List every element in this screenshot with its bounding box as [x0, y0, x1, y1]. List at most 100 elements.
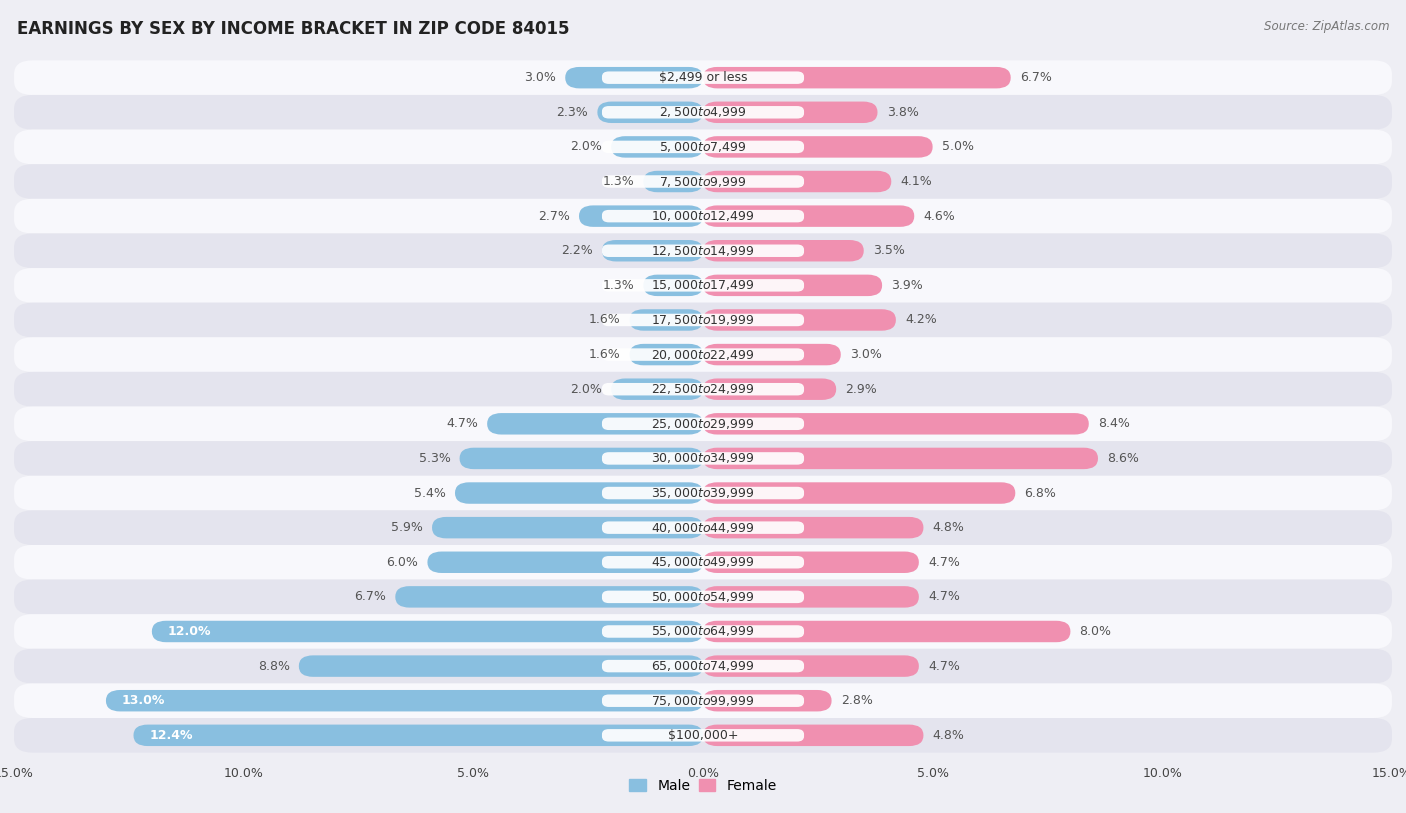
FancyBboxPatch shape [14, 372, 1392, 406]
FancyBboxPatch shape [630, 344, 703, 365]
FancyBboxPatch shape [579, 206, 703, 227]
Text: 8.6%: 8.6% [1107, 452, 1139, 465]
FancyBboxPatch shape [152, 621, 703, 642]
Text: 1.3%: 1.3% [602, 175, 634, 188]
Text: 2.8%: 2.8% [841, 694, 873, 707]
Text: 4.6%: 4.6% [924, 210, 955, 223]
Text: 8.0%: 8.0% [1080, 625, 1112, 638]
Text: $35,000 to $39,999: $35,000 to $39,999 [651, 486, 755, 500]
FancyBboxPatch shape [703, 655, 920, 677]
Text: 6.7%: 6.7% [1019, 72, 1052, 85]
Text: $100,000+: $100,000+ [668, 728, 738, 741]
Text: $5,000 to $7,499: $5,000 to $7,499 [659, 140, 747, 154]
FancyBboxPatch shape [703, 482, 1015, 504]
Text: $15,000 to $17,499: $15,000 to $17,499 [651, 278, 755, 293]
Text: 4.7%: 4.7% [446, 417, 478, 430]
FancyBboxPatch shape [602, 141, 804, 153]
FancyBboxPatch shape [644, 275, 703, 296]
FancyBboxPatch shape [14, 60, 1392, 95]
FancyBboxPatch shape [598, 102, 703, 123]
Text: 12.0%: 12.0% [167, 625, 211, 638]
FancyBboxPatch shape [703, 206, 914, 227]
FancyBboxPatch shape [395, 586, 703, 607]
FancyBboxPatch shape [602, 383, 804, 395]
Text: $20,000 to $22,499: $20,000 to $22,499 [651, 348, 755, 362]
FancyBboxPatch shape [644, 171, 703, 192]
Text: 2.0%: 2.0% [569, 383, 602, 396]
FancyBboxPatch shape [703, 67, 1011, 89]
FancyBboxPatch shape [703, 240, 863, 262]
FancyBboxPatch shape [602, 210, 804, 223]
Text: 8.4%: 8.4% [1098, 417, 1130, 430]
FancyBboxPatch shape [14, 476, 1392, 511]
Text: $50,000 to $54,999: $50,000 to $54,999 [651, 590, 755, 604]
Text: $65,000 to $74,999: $65,000 to $74,999 [651, 659, 755, 673]
Text: 5.4%: 5.4% [413, 486, 446, 499]
FancyBboxPatch shape [602, 245, 804, 257]
FancyBboxPatch shape [602, 106, 804, 119]
FancyBboxPatch shape [612, 379, 703, 400]
Text: $40,000 to $44,999: $40,000 to $44,999 [651, 520, 755, 535]
Text: $10,000 to $12,499: $10,000 to $12,499 [651, 209, 755, 223]
FancyBboxPatch shape [703, 344, 841, 365]
FancyBboxPatch shape [703, 136, 932, 158]
Text: $45,000 to $49,999: $45,000 to $49,999 [651, 555, 755, 569]
Text: Source: ZipAtlas.com: Source: ZipAtlas.com [1264, 20, 1389, 33]
FancyBboxPatch shape [602, 279, 804, 292]
Text: 12.4%: 12.4% [149, 728, 193, 741]
FancyBboxPatch shape [602, 240, 703, 262]
FancyBboxPatch shape [602, 452, 804, 465]
FancyBboxPatch shape [602, 314, 804, 326]
FancyBboxPatch shape [432, 517, 703, 538]
FancyBboxPatch shape [612, 136, 703, 158]
Text: 2.0%: 2.0% [569, 141, 602, 154]
FancyBboxPatch shape [14, 614, 1392, 649]
FancyBboxPatch shape [14, 684, 1392, 718]
FancyBboxPatch shape [565, 67, 703, 89]
Text: 4.1%: 4.1% [900, 175, 932, 188]
FancyBboxPatch shape [703, 171, 891, 192]
Text: $2,500 to $4,999: $2,500 to $4,999 [659, 106, 747, 120]
FancyBboxPatch shape [703, 448, 1098, 469]
Text: 2.2%: 2.2% [561, 244, 593, 257]
Text: 3.9%: 3.9% [891, 279, 924, 292]
Text: 6.0%: 6.0% [387, 556, 418, 569]
FancyBboxPatch shape [602, 521, 804, 534]
FancyBboxPatch shape [460, 448, 703, 469]
FancyBboxPatch shape [14, 511, 1392, 545]
FancyBboxPatch shape [486, 413, 703, 434]
FancyBboxPatch shape [14, 164, 1392, 199]
Text: $22,500 to $24,999: $22,500 to $24,999 [651, 382, 755, 396]
FancyBboxPatch shape [427, 551, 703, 573]
FancyBboxPatch shape [703, 309, 896, 331]
FancyBboxPatch shape [602, 176, 804, 188]
FancyBboxPatch shape [602, 729, 804, 741]
Text: 4.7%: 4.7% [928, 590, 960, 603]
FancyBboxPatch shape [703, 690, 831, 711]
Text: 2.7%: 2.7% [538, 210, 569, 223]
FancyBboxPatch shape [703, 551, 920, 573]
Text: $55,000 to $64,999: $55,000 to $64,999 [651, 624, 755, 638]
Text: 2.3%: 2.3% [557, 106, 588, 119]
FancyBboxPatch shape [602, 556, 804, 568]
FancyBboxPatch shape [602, 660, 804, 672]
Text: 4.8%: 4.8% [932, 521, 965, 534]
Text: 4.8%: 4.8% [932, 728, 965, 741]
Text: $75,000 to $99,999: $75,000 to $99,999 [651, 693, 755, 707]
FancyBboxPatch shape [630, 309, 703, 331]
Text: $30,000 to $34,999: $30,000 to $34,999 [651, 451, 755, 465]
FancyBboxPatch shape [703, 379, 837, 400]
Text: 2.9%: 2.9% [845, 383, 877, 396]
FancyBboxPatch shape [456, 482, 703, 504]
Text: 1.6%: 1.6% [589, 348, 620, 361]
FancyBboxPatch shape [602, 418, 804, 430]
FancyBboxPatch shape [602, 72, 804, 84]
Text: $25,000 to $29,999: $25,000 to $29,999 [651, 417, 755, 431]
Text: 1.6%: 1.6% [589, 314, 620, 327]
Text: 4.7%: 4.7% [928, 556, 960, 569]
FancyBboxPatch shape [703, 586, 920, 607]
Text: 3.8%: 3.8% [887, 106, 918, 119]
FancyBboxPatch shape [14, 199, 1392, 233]
Text: $17,500 to $19,999: $17,500 to $19,999 [651, 313, 755, 327]
FancyBboxPatch shape [703, 517, 924, 538]
